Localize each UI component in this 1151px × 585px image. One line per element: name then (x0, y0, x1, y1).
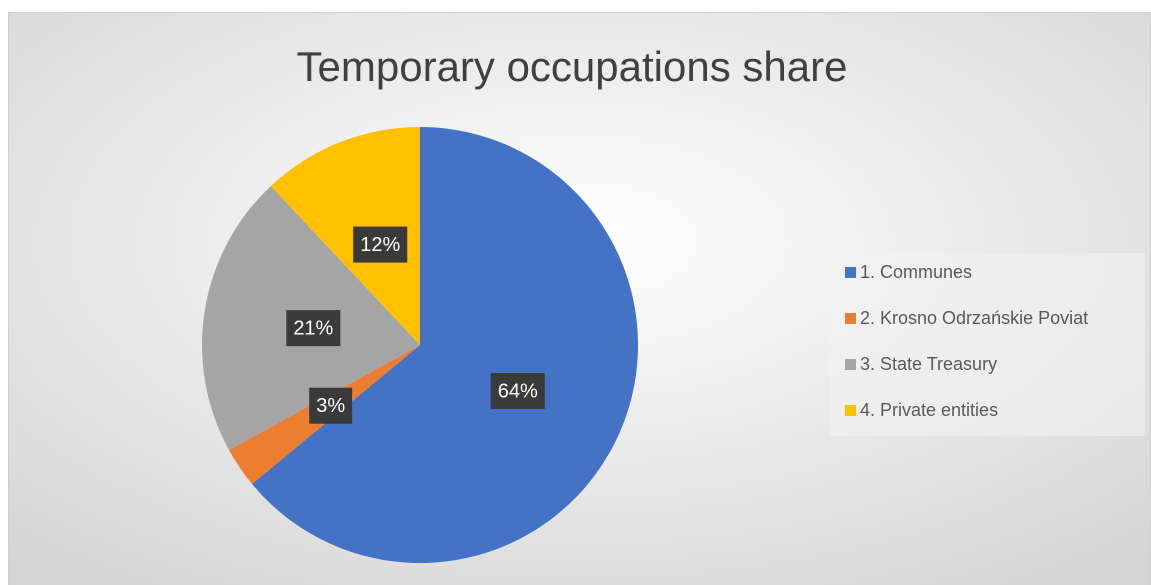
legend-label: 2. Krosno Odrzańskie Poviat (860, 308, 1088, 328)
legend-swatch (845, 313, 856, 324)
pie-slice (270, 127, 420, 345)
data-label-box (286, 310, 341, 347)
legend-box (830, 253, 1145, 436)
legend-label: 3. State Treasury (860, 354, 997, 374)
data-label: 64% (498, 380, 538, 402)
chart-title: Temporary occupations share (297, 43, 848, 90)
legend-swatch (845, 267, 856, 278)
data-label: 12% (360, 234, 400, 256)
pie-slice (252, 127, 639, 563)
data-label-box (353, 226, 408, 263)
data-label: 3% (316, 395, 345, 417)
data-label-box (490, 372, 545, 409)
legend-swatch (845, 359, 856, 370)
legend-swatch (845, 405, 856, 416)
legend-label: 1. Communes (860, 262, 972, 282)
data-label-box (309, 387, 353, 424)
legend-label: 4. Private entities (860, 400, 998, 420)
data-label: 21% (293, 317, 333, 339)
